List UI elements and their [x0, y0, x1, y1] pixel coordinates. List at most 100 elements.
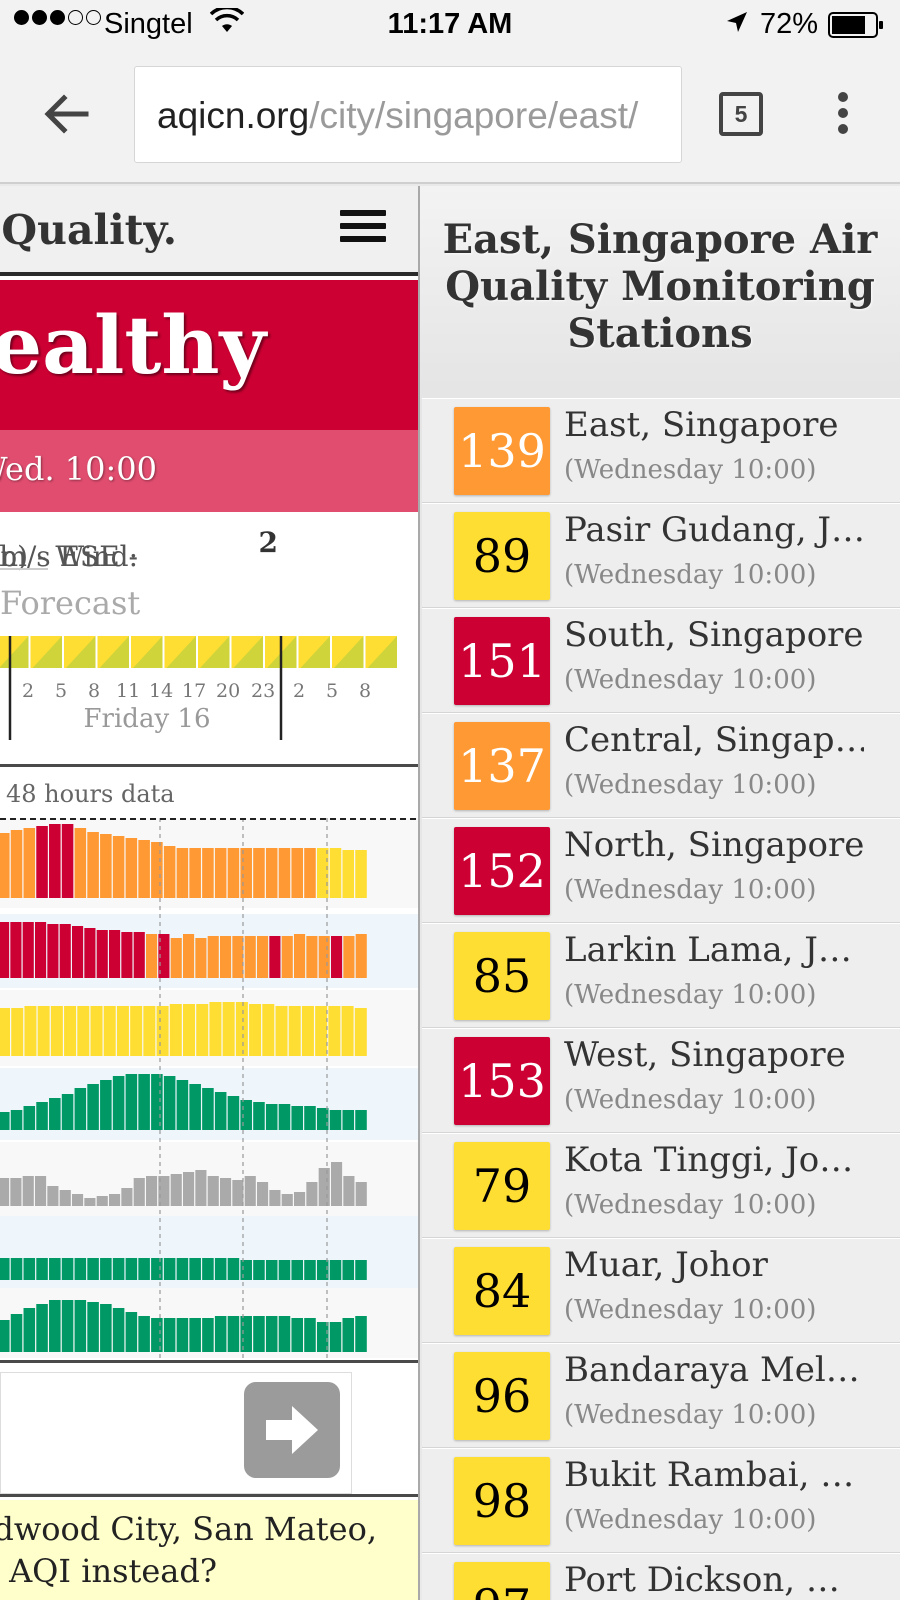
- forecast-hour-label: 11: [116, 680, 141, 702]
- history-bar: [112, 1258, 125, 1280]
- history-bar: [0, 922, 10, 978]
- history-bar: [35, 1176, 47, 1206]
- history-bar: [36, 826, 48, 898]
- history-bar: [170, 938, 182, 978]
- forecast-cell-shade: [334, 636, 364, 668]
- history-bar: [207, 1176, 219, 1206]
- history-bar: [240, 1100, 252, 1130]
- history-bar: [87, 1258, 99, 1280]
- forecast-hour-label: 2: [292, 680, 306, 702]
- station-name: North, Singapore: [564, 825, 864, 865]
- history-bar: [84, 1198, 96, 1206]
- station-name: West, Singapore: [564, 1035, 846, 1075]
- history-bar: [151, 1318, 163, 1352]
- history-bar: [176, 1258, 189, 1280]
- history-bar: [151, 1074, 163, 1130]
- history-divider: [0, 1360, 418, 1363]
- forecast-title[interactable]: Forecast: [0, 584, 141, 622]
- history-bar: [109, 1194, 121, 1206]
- history-bar: [163, 1318, 176, 1352]
- station-row[interactable]: 152 North, Singapore (Wednesday 10:00): [422, 818, 900, 923]
- history-bar: [343, 1176, 355, 1206]
- history-bar: [189, 848, 201, 898]
- tab-switcher-button[interactable]: 5: [719, 92, 763, 136]
- history-bar: [35, 922, 47, 978]
- station-row[interactable]: 151 South, Singapore (Wednesday 10:00): [422, 608, 900, 713]
- history-bar: [121, 1188, 133, 1206]
- overflow-menu-icon[interactable]: [836, 92, 850, 136]
- station-row[interactable]: 139 East, Singapore (Wednesday 10:00): [422, 398, 900, 503]
- weather-divider: [0, 568, 48, 570]
- history-bar: [10, 922, 22, 978]
- history-bar: [11, 1008, 24, 1056]
- history-bar: [240, 1260, 252, 1280]
- history-bar: [195, 1170, 207, 1206]
- forecast-hour-label: 20: [216, 680, 241, 702]
- station-row[interactable]: 97Port Dickson, …(Wednesday 10:00): [422, 1553, 900, 1600]
- status-bar: Singtel 11:17 AM 72%: [0, 0, 900, 50]
- history-bar: [202, 1088, 214, 1130]
- hamburger-menu-icon[interactable]: [340, 210, 386, 246]
- history-bar: [77, 1006, 90, 1056]
- station-row[interactable]: 84 Muar, Johor (Wednesday 10:00): [422, 1238, 900, 1343]
- history-bar: [74, 828, 87, 898]
- station-row[interactable]: 98 Bukit Rambai, … (Wednesday 10:00): [422, 1448, 900, 1553]
- history-bar: [59, 1190, 71, 1206]
- history-bar: [329, 848, 342, 898]
- station-row[interactable]: 85 Larkin Lama, J… (Wednesday 10:00): [422, 923, 900, 1028]
- station-row[interactable]: 89 Pasir Gudang, J… (Wednesday 10:00): [422, 503, 900, 608]
- history-bar: [288, 1006, 301, 1056]
- address-bar[interactable]: aqicn.org/city/singapore/east/: [134, 66, 682, 163]
- back-arrow-icon[interactable]: [40, 88, 92, 140]
- history-bar: [253, 1102, 265, 1130]
- history-bar: [278, 1316, 291, 1352]
- pane-divider: [418, 186, 420, 1600]
- station-row[interactable]: 153 West, Singapore (Wednesday 10:00): [422, 1028, 900, 1133]
- station-time: (Wednesday 10:00): [564, 665, 817, 695]
- history-bar: [244, 1176, 256, 1206]
- station-row[interactable]: 79 Kota Tinggi, Jo… (Wednesday 10:00): [422, 1133, 900, 1238]
- station-time: (Wednesday 10:00): [564, 980, 817, 1010]
- go-button[interactable]: [244, 1382, 340, 1478]
- forecast-cell-shade: [233, 636, 263, 668]
- history-bar: [316, 1322, 329, 1352]
- browser-toolbar: aqicn.org/city/singapore/east/ 5: [0, 50, 900, 184]
- history-bar: [318, 936, 330, 978]
- history-bar: [176, 1080, 189, 1130]
- history-bar: [36, 1258, 48, 1280]
- history-bar: [47, 924, 59, 978]
- aqi-level-banner: Unhealthy: [0, 280, 418, 430]
- forecast-divider: [0, 764, 418, 767]
- site-title[interactable]: World Air Quality.: [0, 206, 177, 254]
- history-bar: [235, 1002, 248, 1056]
- history-bar: [189, 1084, 201, 1130]
- station-row[interactable]: 137 Central, Singap… (Wednesday 10:00): [422, 713, 900, 818]
- history-bar: [183, 934, 195, 978]
- history-bar: [253, 848, 265, 898]
- station-row[interactable]: 96 Bandaraya Mel… (Wednesday 10:00): [422, 1343, 900, 1448]
- station-time: (Wednesday 10:00): [564, 1295, 817, 1325]
- station-time: (Wednesday 10:00): [564, 770, 817, 800]
- history-bar: [278, 1260, 291, 1280]
- history-bar: [0, 1178, 10, 1206]
- history-bar: [146, 934, 158, 978]
- forecast-hour-label: 23: [251, 680, 276, 702]
- history-bar: [72, 926, 84, 978]
- history-bar: [36, 1102, 48, 1130]
- station-name: Pasir Gudang, J…: [564, 510, 864, 550]
- location-suggestion[interactable]: Are you in Redwood City, San Mateo, and …: [0, 1500, 418, 1600]
- history-bar: [354, 1008, 367, 1056]
- history-bar: [202, 1258, 214, 1280]
- history-bar: [90, 1006, 103, 1056]
- station-time: (Wednesday 10:00): [564, 560, 817, 590]
- station-time: (Wednesday 10:00): [564, 455, 817, 485]
- history-bar: [355, 1316, 367, 1352]
- history-bar: [202, 848, 214, 898]
- history-bar: [0, 1008, 11, 1056]
- station-aqi-badge: 139: [454, 407, 550, 495]
- history-bar: [112, 1308, 125, 1352]
- history-bar: [304, 1106, 316, 1130]
- location-arrow-icon: [727, 12, 747, 32]
- history-bar: [341, 1006, 354, 1056]
- history-bar: [227, 1258, 240, 1280]
